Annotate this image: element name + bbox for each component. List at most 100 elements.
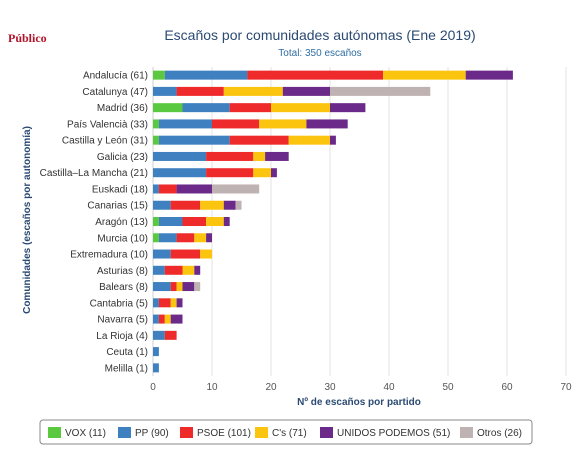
legend-label: C's (71) [272,428,307,439]
bar-segment [176,298,183,308]
bar-segment [158,233,177,243]
category-label: La Rioja (4) [96,331,148,342]
x-tick-label: 60 [501,382,513,393]
bar-segment [330,135,336,145]
bar-segment [206,217,224,226]
bar-segment [153,200,171,210]
bar-segment [465,70,513,80]
legend-swatch [255,427,268,438]
bar-segment [194,265,201,275]
category-label: Navarra (5) [97,315,148,326]
bar-segment [153,314,159,324]
bar-segment [158,314,165,324]
bar-segment [170,282,177,292]
x-tick-label: 20 [265,382,277,393]
bar-segment [170,249,201,259]
bar-segment [158,119,212,129]
bar-segment [176,184,212,194]
brand-logo: Público [8,31,47,45]
legend-label: VOX (11) [65,428,106,439]
bar-segment [153,233,159,243]
bar-segment [271,168,277,178]
category-label: Castilla y León (31) [62,136,148,147]
legend-swatch [118,427,131,438]
bar-segment [200,200,224,210]
category-label: Euskadi (18) [92,184,148,195]
bar-segment [153,135,159,145]
category-label: Catalunya (47) [82,87,148,98]
bar-segment [153,86,177,96]
bar-segment [158,217,183,226]
bar-segment [194,282,201,292]
bar-segment [176,282,183,292]
bar-segment [253,151,266,161]
category-label: Castilla–La Mancha (21) [40,168,148,179]
bar-segment [153,249,171,259]
bar-segment [182,265,195,275]
bar-segment [153,184,159,194]
category-label: Balears (8) [99,282,148,293]
category-label: Asturias (8) [97,266,148,277]
bar-segment [206,151,254,161]
bar-segment [153,330,165,340]
bar-segment [164,314,171,324]
category-label: Cantabria (5) [90,298,148,309]
bar-segment [306,119,348,129]
bar-segment [383,70,466,80]
x-tick-labels: 0 10 20 30 40 50 60 70 [150,382,572,393]
bar-segment [176,233,195,243]
bar-segment [170,314,183,324]
bar-segment [182,217,207,226]
bar-segment [153,265,165,275]
legend-label: PSOE (101) [197,428,251,439]
legend-box [39,419,533,445]
bar-segment [153,217,159,226]
bar-segment [223,217,230,226]
x-tick-label: 50 [442,382,454,393]
bar-segment [200,249,212,259]
bar-segment [164,330,177,340]
x-tick-label: 10 [206,382,218,393]
category-label: Andalucía (61) [83,71,148,82]
bar-segment [164,70,248,80]
bar-segment [153,119,159,129]
bar-segment [170,200,201,210]
bar-segment [330,103,366,113]
bar-segment [253,168,271,178]
category-label: Extremadura (10) [70,250,148,261]
bar-segment [153,347,159,357]
bar-segment [158,184,177,194]
x-tick-label: 70 [560,382,572,393]
category-label: Galicia (23) [97,152,148,163]
bar-segment [229,103,271,113]
bar-segment [182,103,230,113]
bar-segment [206,233,212,243]
bar-segment [153,282,171,292]
bar-segment [223,200,236,210]
bar-segment [153,103,183,113]
category-labels: Andalucía (61) Catalunya (47) Madrid (36) P… [40,71,148,375]
bars [153,70,513,373]
bar-segment [153,70,165,80]
chart-subtitle: Total: 350 escaños [278,48,361,59]
bar-segment [282,86,330,96]
legend-swatch [180,427,193,438]
bar-segment [206,168,254,178]
bar-segment [153,298,159,308]
bar-segment [176,86,224,96]
x-tick-label: 30 [324,382,336,393]
bar-segment [212,119,260,129]
bar-segment [164,265,183,275]
bar-segment [153,168,207,178]
legend-swatch [320,427,333,438]
bar-segment [170,298,177,308]
bar-segment [330,86,431,96]
bar-segment [158,298,171,308]
bar-segment [212,184,260,194]
bar-segment [223,86,283,96]
x-tick-label: 0 [150,382,156,393]
legend-label: Otros (26) [477,428,522,439]
bar-segment [229,135,289,145]
category-label: Aragón (13) [95,217,148,228]
bar-segment [194,233,207,243]
